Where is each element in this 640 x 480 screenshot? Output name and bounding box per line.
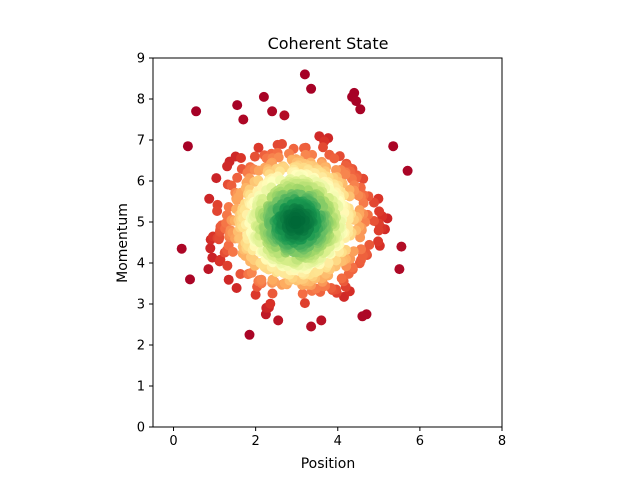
scatter-point [182, 141, 193, 152]
y-tick-label: 9 [137, 52, 145, 67]
scatter-point [336, 273, 347, 284]
scatter-point [267, 288, 278, 299]
scatter-point [258, 91, 269, 102]
scatter-point [176, 243, 187, 254]
y-tick-label: 8 [137, 93, 145, 108]
scatter-point [299, 69, 310, 80]
scatter-point [348, 246, 359, 257]
x-tick-label: 8 [498, 434, 506, 449]
x-tick-label: 0 [169, 434, 177, 449]
x-axis-ticks: 0 2 4 6 8 [169, 427, 506, 449]
y-tick-label: 5 [137, 216, 145, 231]
y-tick-label: 6 [137, 175, 145, 190]
scatter-point [235, 269, 246, 279]
scatter-point [249, 151, 260, 162]
scatter-point [238, 114, 249, 125]
scatter-point [340, 169, 351, 180]
x-axis-label: Position [301, 456, 356, 472]
scatter-point [244, 329, 255, 340]
scatter-point [351, 96, 362, 107]
chart-title: Coherent State [268, 34, 389, 53]
y-tick-label: 3 [137, 298, 145, 313]
scatter-point [204, 193, 215, 204]
scatter-point [256, 274, 267, 285]
scatter-point [222, 161, 233, 172]
scatter-point [318, 142, 328, 153]
y-axis-label: Momentum [115, 203, 131, 283]
plot-frame [152, 57, 503, 428]
x-tick-label: 4 [334, 434, 342, 449]
scatter-point [191, 106, 202, 117]
scatter-point [185, 274, 195, 285]
scatter-point [329, 153, 340, 164]
scatter-point [250, 289, 261, 300]
scatter-point [316, 315, 327, 326]
scatter-point [396, 241, 407, 252]
scatter-point [323, 257, 334, 268]
points-layer [176, 69, 413, 340]
scatter-point [232, 172, 243, 183]
scatter-point [203, 264, 214, 275]
y-tick-label: 2 [137, 339, 145, 354]
y-tick-label: 1 [137, 380, 145, 395]
scatter-point [306, 321, 317, 332]
scatter-point [357, 311, 368, 322]
scatter-point [232, 100, 243, 111]
scatter-point [388, 141, 399, 152]
scatter-point [236, 153, 246, 163]
scatter-point [265, 298, 276, 309]
scatter-point [355, 104, 366, 115]
scatter-point [394, 264, 405, 275]
scatter-point [212, 206, 223, 216]
scatter-point [273, 315, 284, 326]
scatter-point [267, 274, 278, 285]
scatter-point [291, 216, 301, 226]
scatter-point [331, 255, 342, 266]
scatter-point [222, 260, 233, 271]
scatter-point [227, 246, 238, 257]
y-axis-ticks: 0 1 2 3 4 5 6 7 8 9 [137, 52, 153, 436]
x-tick-label: 2 [252, 434, 260, 449]
scatter-point [369, 216, 379, 226]
scatter-point [297, 288, 308, 299]
y-tick-label: 7 [137, 134, 145, 149]
scatter-point [279, 110, 290, 121]
scatter-point [299, 298, 310, 309]
scatter-point [211, 173, 222, 184]
scatter-point [306, 83, 317, 94]
scatter-point [402, 165, 413, 176]
scatter-point [253, 142, 264, 153]
y-tick-label: 4 [137, 257, 145, 272]
scatter-point [277, 139, 287, 149]
scatter-point [374, 206, 385, 217]
scatter-point [373, 236, 384, 247]
scatter-point [231, 283, 242, 293]
x-tick-label: 6 [416, 434, 424, 449]
y-tick-label: 0 [137, 421, 145, 436]
scatter-point [364, 239, 375, 250]
scatter-point [205, 243, 216, 254]
scatter-point [223, 274, 234, 285]
scatter-point [267, 106, 278, 117]
